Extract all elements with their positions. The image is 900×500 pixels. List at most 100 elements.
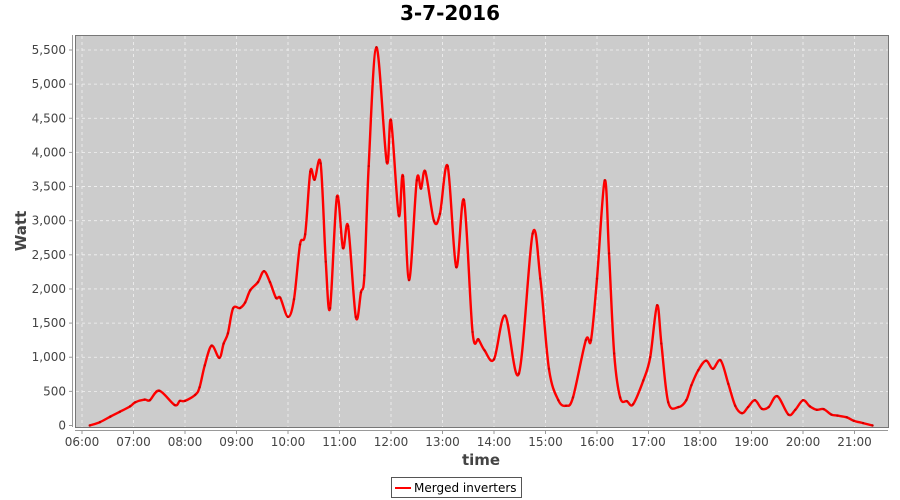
data-point — [697, 368, 700, 372]
data-point — [861, 421, 865, 425]
data-point — [760, 407, 763, 410]
x-tick-label: 10:00 — [271, 435, 306, 449]
data-point — [455, 265, 458, 269]
x-axis-label: time — [462, 451, 500, 469]
chart-title: 3-7-2016 — [399, 1, 501, 25]
data-point — [359, 291, 363, 294]
data-point — [419, 187, 423, 190]
data-point — [830, 413, 833, 416]
data-point — [292, 297, 296, 301]
data-point — [109, 415, 112, 418]
gridlines — [76, 36, 888, 427]
legend-label: Merged inverters — [414, 480, 517, 495]
y-tick-label: 1,000 — [32, 350, 66, 364]
y-tick-label: 5,000 — [32, 77, 66, 91]
data-point — [704, 359, 708, 362]
x-tick-label: 07:00 — [116, 435, 151, 449]
data-point — [354, 315, 358, 319]
data-point — [787, 413, 790, 416]
data-point — [655, 304, 659, 307]
data-point — [503, 314, 507, 317]
data-point — [746, 405, 750, 409]
data-point — [483, 349, 486, 352]
data-point — [776, 394, 779, 398]
x-tick-label: 19:00 — [734, 435, 769, 449]
data-point — [178, 399, 182, 403]
data-point — [128, 405, 132, 408]
data-point — [446, 164, 449, 168]
data-point — [389, 119, 393, 122]
data-point — [649, 356, 652, 359]
data-point — [341, 246, 345, 250]
x-tick-labels: 06:00 07:00 08:00 09:00 10:00 11:00 12:00 13:00… — [65, 430, 872, 449]
data-point — [385, 160, 388, 164]
data-point — [685, 399, 688, 402]
data-point — [727, 382, 730, 386]
data-point — [471, 330, 474, 334]
data-points — [88, 46, 874, 427]
x-tick-label: 18:00 — [683, 435, 718, 449]
data-point — [660, 342, 663, 345]
data-point — [539, 277, 542, 280]
data-point — [346, 224, 350, 228]
y-tick-labels: 0 500 1,000 1,500 2,000 2,500 3,000 3,500 4,000 4… — [32, 43, 72, 433]
data-point — [564, 404, 568, 407]
data-point — [595, 277, 599, 280]
data-point — [279, 296, 282, 300]
data-point — [238, 306, 242, 310]
data-point — [801, 399, 805, 402]
data-point — [815, 408, 818, 411]
data-point — [767, 405, 770, 409]
data-point — [822, 407, 825, 411]
data-point — [424, 170, 427, 173]
data-point — [274, 296, 278, 300]
data-point — [335, 195, 339, 198]
data-point — [118, 410, 121, 414]
data-point — [492, 358, 496, 361]
data-point — [547, 367, 551, 371]
data-point — [794, 408, 797, 411]
x-tick-label: 20:00 — [786, 435, 821, 449]
data-point — [226, 332, 230, 335]
data-point — [571, 396, 575, 399]
data-point — [363, 274, 366, 277]
data-point — [319, 162, 322, 165]
y-tick-label: 2,000 — [32, 282, 66, 296]
data-point — [631, 403, 635, 406]
data-point — [557, 399, 560, 402]
data-point — [222, 342, 225, 345]
data-point — [432, 219, 436, 222]
y-tick-label: 0 — [58, 419, 66, 433]
data-point — [517, 372, 521, 375]
data-point — [415, 179, 418, 182]
data-point — [231, 307, 235, 310]
data-point — [218, 356, 221, 360]
series-line-merged-inverters — [89, 46, 873, 427]
data-point — [262, 270, 266, 273]
data-point — [603, 179, 606, 182]
data-point — [589, 338, 593, 342]
data-point — [584, 338, 588, 342]
data-point — [642, 379, 645, 382]
data-point — [625, 400, 629, 403]
data-point — [740, 412, 744, 415]
data-point — [401, 175, 405, 178]
data-point — [677, 405, 680, 409]
plot-area — [75, 35, 889, 428]
data-point — [298, 243, 302, 246]
data-point — [618, 396, 622, 399]
data-point — [852, 419, 855, 422]
data-point — [243, 301, 247, 304]
x-tick-label: 16:00 — [580, 435, 615, 449]
x-tick-label: 12:00 — [374, 435, 409, 449]
x-tick-label: 08:00 — [168, 435, 203, 449]
y-tick-label: 2,500 — [32, 248, 66, 262]
data-point — [690, 384, 693, 387]
data-point — [836, 414, 839, 417]
x-tick-label: 21:00 — [837, 435, 872, 449]
x-tick-label: 17:00 — [631, 435, 666, 449]
legend: Merged inverters — [391, 477, 522, 498]
data-point — [324, 260, 327, 263]
x-tick-label: 13:00 — [425, 435, 460, 449]
